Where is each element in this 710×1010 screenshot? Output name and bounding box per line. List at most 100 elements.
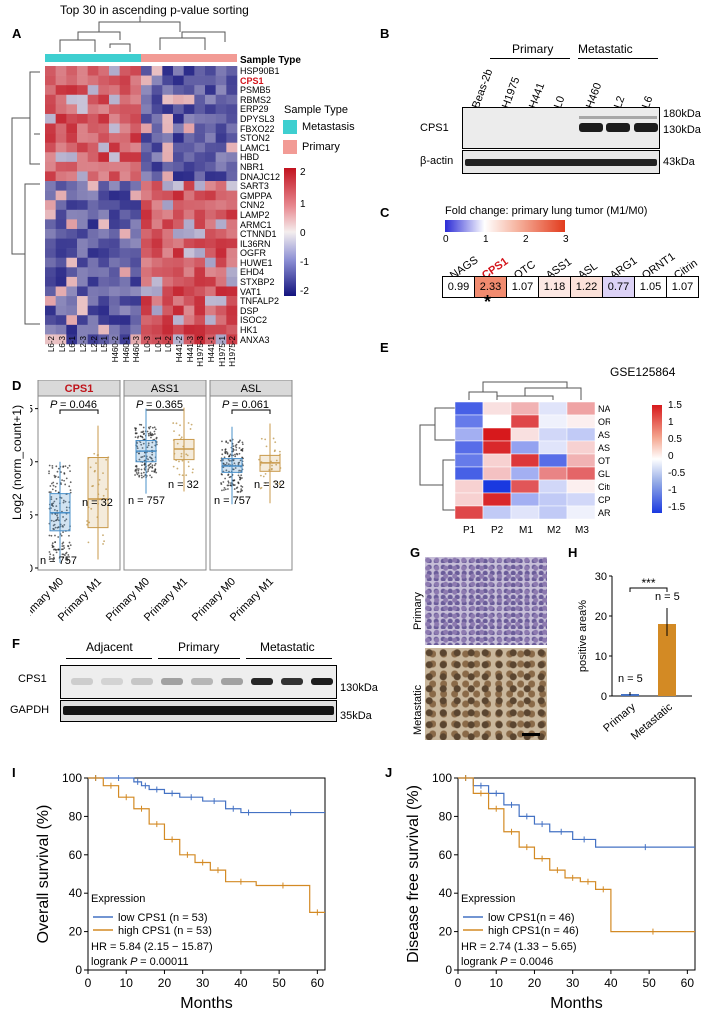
heatmap-cell <box>226 286 238 297</box>
jitter-point <box>264 473 267 475</box>
jitter-point <box>142 433 145 436</box>
blot-b-kda-130: 130kDa <box>663 124 701 136</box>
heatmap-cell <box>151 315 163 326</box>
fold-value-cell: 2.33 <box>474 276 507 298</box>
jitter-point <box>56 509 59 512</box>
heatmap-cell <box>226 104 238 115</box>
heatmap-cell <box>55 133 67 143</box>
heatmap-cell <box>215 133 227 143</box>
heatmap-cell <box>119 324 131 335</box>
heatmap-cell <box>141 267 152 278</box>
x-category-label: Metastatic <box>629 701 675 740</box>
n-label: n = 757 <box>128 495 165 507</box>
heatmap-cell <box>141 286 152 297</box>
heatmap-cell <box>66 75 78 86</box>
heatmap-cell <box>77 133 88 143</box>
heatmap-cell <box>510 479 540 494</box>
heatmap-cell <box>205 248 216 259</box>
jitter-point <box>136 473 139 476</box>
heatmap-cell <box>194 181 206 191</box>
heatmap-cell <box>162 334 174 345</box>
sample-label: H441-3 <box>185 336 195 363</box>
n-label: n = 5 <box>618 673 643 685</box>
heatmap-cell <box>45 85 56 96</box>
jitter-point <box>90 507 93 510</box>
heatmap-cell <box>130 133 142 143</box>
heatmap-cell <box>162 123 174 134</box>
jitter-point <box>237 474 240 477</box>
heatmap-cell <box>66 85 78 96</box>
heatmap-cell <box>482 505 512 520</box>
heatmap-cell <box>510 453 540 468</box>
heatmap-cell <box>109 248 120 259</box>
jitter-point <box>149 431 152 434</box>
heatmap-cell <box>66 133 78 143</box>
heatmap-cell <box>130 152 142 163</box>
plot-frame <box>457 777 696 971</box>
jitter-point <box>139 441 142 444</box>
heatmap-cell <box>151 123 163 134</box>
x-tick-label: 0 <box>455 976 462 990</box>
jitter-point <box>181 474 184 477</box>
heatmap-cell <box>119 228 131 239</box>
jitter-point <box>154 428 157 431</box>
heatmap-cell <box>183 238 195 249</box>
colorbar-e-tick: 0.5 <box>668 434 682 445</box>
heatmap-cell <box>566 401 596 416</box>
jitter-point <box>189 428 192 430</box>
jitter-point <box>69 491 72 494</box>
jitter-point <box>54 489 57 492</box>
jitter-point <box>154 462 157 465</box>
sample-label: H460-3 <box>132 336 142 363</box>
heatmap-cell <box>226 123 238 134</box>
jitter-point <box>142 471 145 474</box>
heatmap-cell <box>130 181 142 191</box>
blot-band <box>161 678 183 685</box>
heatmap-cell <box>162 296 174 306</box>
jitter-point <box>234 444 237 447</box>
heatmap-cell <box>66 104 78 115</box>
jitter-point <box>153 426 156 429</box>
jitter-point <box>232 445 235 448</box>
gene-label: CTNND1 <box>240 229 277 240</box>
blot-b-group-line <box>578 58 658 59</box>
heatmap-cell <box>98 286 110 297</box>
jitter-point <box>142 475 145 478</box>
heatmap-cell <box>183 276 195 287</box>
jitter-point <box>150 476 153 479</box>
heatmap-cell <box>173 286 184 297</box>
heatmap-cell <box>226 171 238 182</box>
heatmap-cell <box>173 228 184 239</box>
jitter-point <box>135 427 138 430</box>
jitter-point <box>235 443 238 446</box>
heatmap-cell <box>173 305 184 316</box>
heatmap-cell <box>66 257 78 268</box>
jitter-point <box>64 483 67 486</box>
jitter-point <box>143 462 146 465</box>
x-tick-label: 20 <box>528 976 542 990</box>
heatmap-cell <box>173 190 184 201</box>
heatmap-cell <box>55 334 67 345</box>
jitter-point <box>229 453 232 456</box>
heatmap-cell <box>45 305 56 316</box>
heatmap-cell <box>98 190 110 201</box>
heatmap-cell <box>55 152 67 163</box>
heatmap-cell <box>119 142 131 153</box>
heatmap-cell <box>55 75 67 86</box>
jitter-point <box>239 478 241 481</box>
jitter-point <box>53 500 56 503</box>
heatmap-cell <box>226 133 238 143</box>
column-dendrogram <box>468 381 582 400</box>
heatmap-cell <box>109 152 120 163</box>
sample-label: H1975-3 <box>196 336 206 367</box>
heatmap-cell <box>151 75 163 86</box>
jitter-point <box>68 547 71 550</box>
gene-label: ANXA3 <box>240 334 270 345</box>
jitter-point <box>105 458 108 461</box>
heatmap-cell <box>141 324 152 335</box>
jitter-point <box>151 453 154 456</box>
jitter-point <box>141 476 143 479</box>
heatmap-cell <box>205 334 216 345</box>
heatmap-cell <box>205 315 216 326</box>
jitter-point <box>137 468 140 470</box>
